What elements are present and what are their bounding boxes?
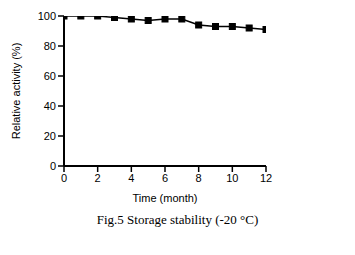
svg-text:6: 6	[162, 172, 168, 184]
svg-text:0: 0	[61, 172, 67, 184]
svg-text:4: 4	[128, 172, 134, 184]
html-text:Fig.5 Storage stability (-20 °: Fig.5 Storage stability (-20 °C)	[96, 212, 259, 227]
svg-text:2: 2	[95, 172, 101, 184]
svg-text:Relative activity (%): Relative activity (%)	[10, 43, 22, 140]
svg-text:60: 60	[44, 70, 56, 82]
svg-text:10: 10	[226, 172, 238, 184]
svg-text:20: 20	[44, 130, 56, 142]
svg-text:40: 40	[44, 100, 56, 112]
svg-text:8: 8	[196, 172, 202, 184]
svg-text:100: 100	[38, 10, 56, 22]
svg-text:0: 0	[50, 160, 56, 172]
svg-text:80: 80	[44, 40, 56, 52]
svg-text:12: 12	[260, 172, 272, 184]
svg-text:Time (month): Time (month)	[133, 192, 198, 204]
